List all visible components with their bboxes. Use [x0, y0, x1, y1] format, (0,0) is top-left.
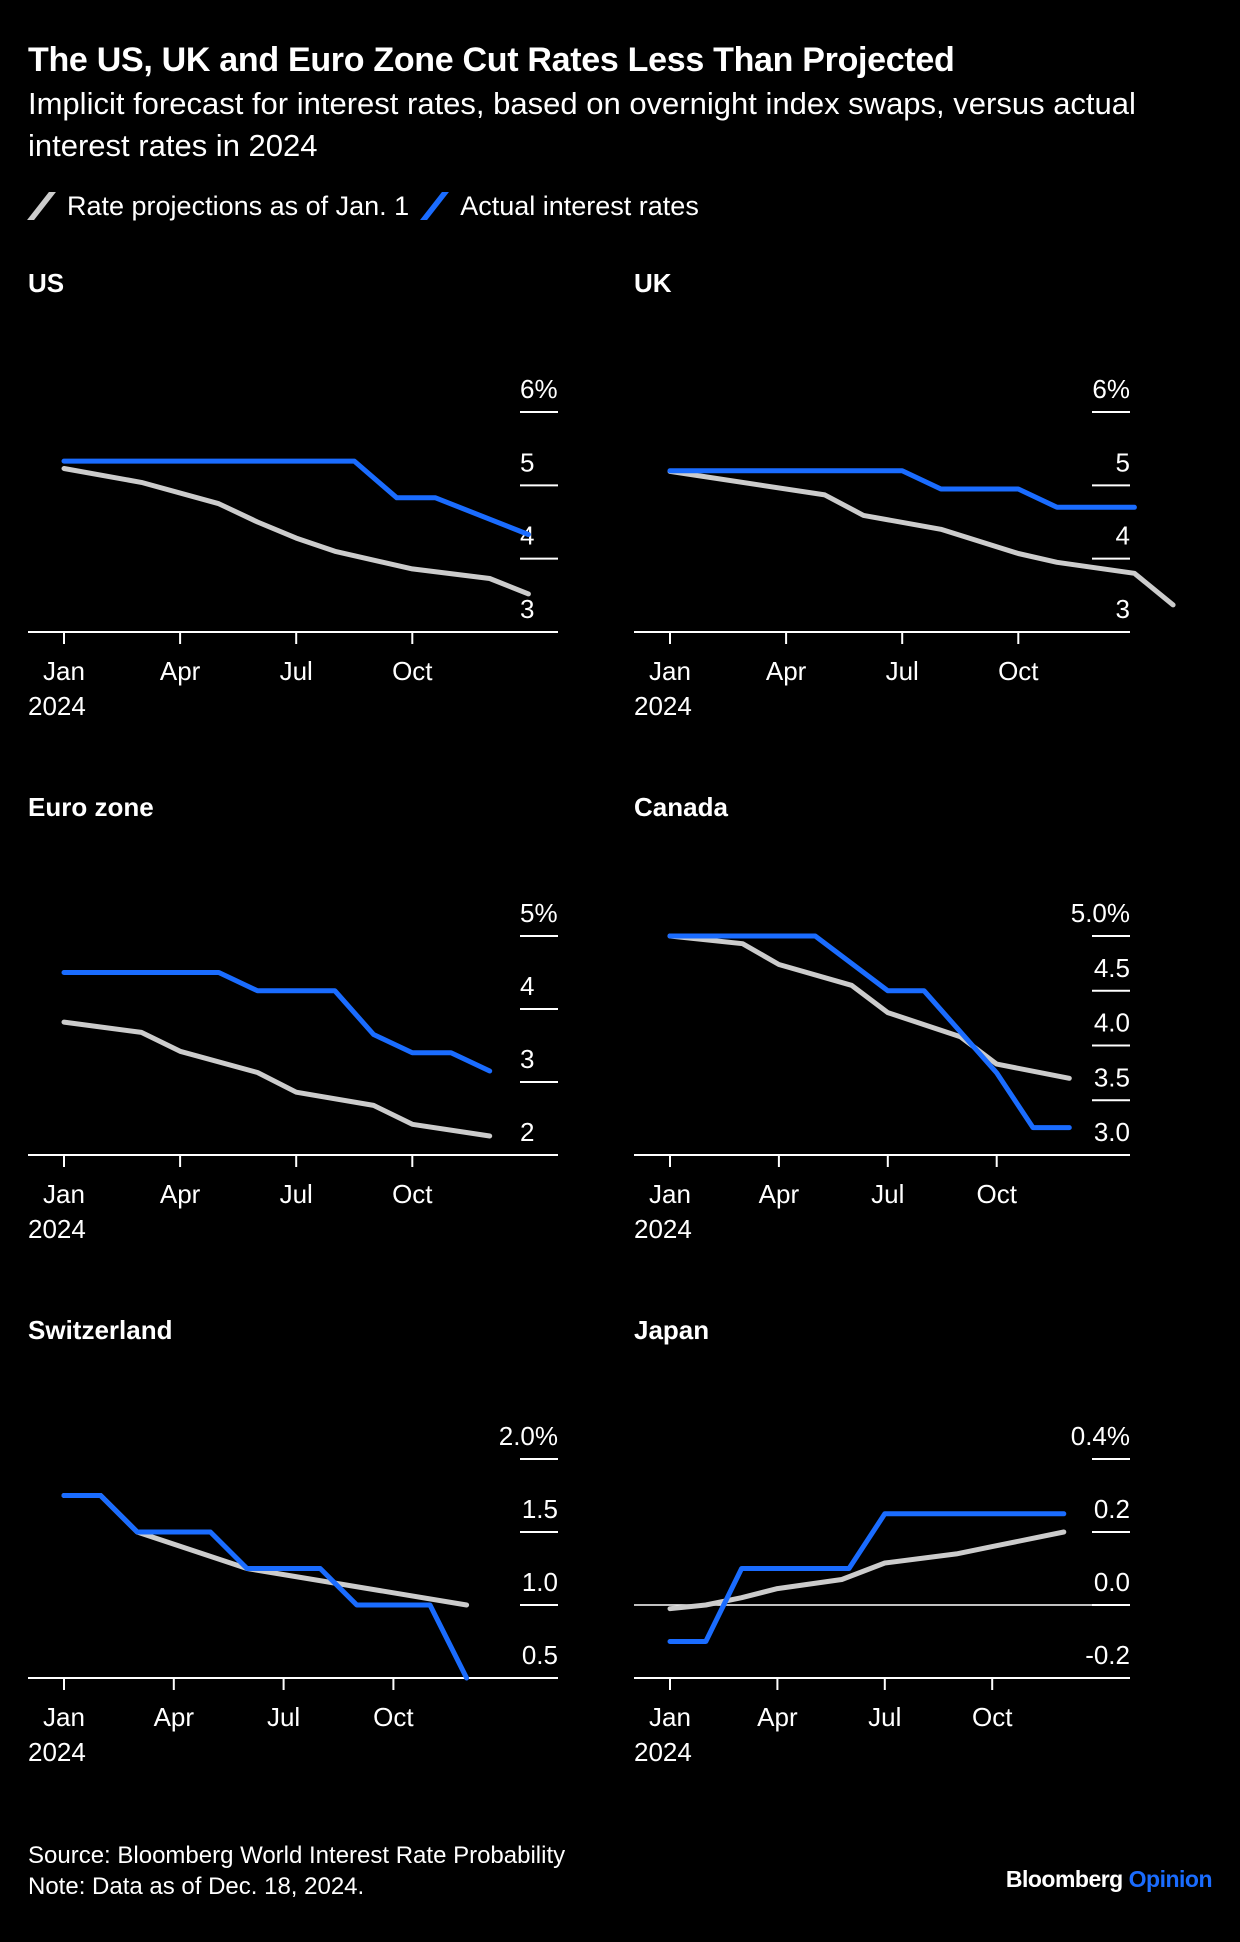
- projection-line: [667, 933, 1072, 1081]
- panel-title: US: [28, 268, 64, 298]
- brand-suffix: Opinion: [1128, 1866, 1213, 1892]
- x-tick-label: Apr: [160, 656, 201, 686]
- y-tick-label: 2.0%: [499, 1421, 558, 1451]
- x-tick-label: Jul: [280, 656, 313, 686]
- actual-line: [667, 933, 1072, 1131]
- x-tick-label: Jan: [649, 656, 691, 686]
- brand-name: Bloomberg: [1005, 1866, 1123, 1892]
- chart-panel-switzerland: Switzerland 2.0% 1.5 1.0 0.5 Jan Apr Jul Oct 2024: [28, 1315, 558, 1767]
- x-tick-label: Apr: [160, 1179, 201, 1209]
- actual-line: [667, 468, 1137, 510]
- x-tick-label: Apr: [154, 1702, 195, 1732]
- actual-line: [61, 1493, 470, 1681]
- y-tick-label: 1.0: [522, 1567, 558, 1597]
- x-tick-label: Apr: [759, 1179, 800, 1209]
- y-tick-label: 4.0: [1094, 1008, 1130, 1038]
- y-tick-label: 3.5: [1094, 1062, 1130, 1092]
- panel-title: UK: [634, 268, 672, 298]
- x-tick-label: Jul: [871, 1179, 904, 1209]
- x-tick-label: Apr: [757, 1702, 798, 1732]
- y-tick-label: 5: [1116, 447, 1130, 477]
- y-tick-label: 6%: [1092, 374, 1130, 404]
- y-tick-label: 0.2: [1094, 1494, 1130, 1524]
- x-tick-label: Jul: [280, 1179, 313, 1209]
- actual-line: [667, 1511, 1067, 1644]
- actual-line: [61, 970, 493, 1074]
- x-year-label: 2024: [28, 691, 86, 721]
- y-tick-label: 4: [520, 971, 534, 1001]
- projection-line: [61, 1493, 470, 1608]
- y-tick-label: 2: [520, 1117, 534, 1147]
- y-tick-label: 3: [1116, 594, 1130, 624]
- chart-panel-euro-zone: Euro zone 5% 4 3 2 Jan Apr Jul Oct 2024: [28, 792, 558, 1244]
- y-tick-label: 1.5: [522, 1494, 558, 1524]
- legend-label-actual: Actual interest rates: [460, 190, 699, 221]
- legend: Rate projections as of Jan. 1 Actual int…: [27, 188, 711, 224]
- x-tick-label: Jan: [43, 1179, 85, 1209]
- actual-line: [61, 458, 531, 537]
- y-tick-label: 0.4%: [1071, 1421, 1130, 1451]
- charts-grid: US 6% 5 4 3 Jan Apr Jul Oct 2024 UK 6% 5 4 3 Jan Apr Jul O…: [28, 268, 1176, 1767]
- x-year-label: 2024: [28, 1737, 86, 1767]
- x-tick-label: Apr: [766, 656, 807, 686]
- x-tick-label: Jan: [43, 656, 85, 686]
- panel-title: Switzerland: [28, 1315, 172, 1345]
- projection-line: [61, 466, 531, 597]
- y-tick-label: 3: [520, 594, 534, 624]
- x-year-label: 2024: [28, 1214, 86, 1244]
- footer: Source: Bloomberg World Interest Rate Pr…: [28, 1840, 565, 1902]
- legend-item-actual: Actual interest rates: [420, 190, 699, 222]
- x-tick-label: Jul: [868, 1702, 901, 1732]
- legend-item-projection: Rate projections as of Jan. 1: [27, 190, 410, 222]
- chart-title: The US, UK and Euro Zone Cut Rates Less …: [28, 41, 955, 79]
- panel-title: Canada: [634, 792, 728, 822]
- bloomberg-opinion-logo: Bloomberg Opinion: [1005, 1866, 1213, 1893]
- x-tick-label: Oct: [392, 1179, 433, 1209]
- legend-label-projection: Rate projections as of Jan. 1: [67, 190, 410, 221]
- x-year-label: 2024: [634, 1737, 692, 1767]
- y-tick-label: 0.0: [1094, 1567, 1130, 1597]
- y-tick-label: 4: [1116, 521, 1130, 551]
- x-tick-label: Oct: [976, 1179, 1017, 1209]
- source-note: Source: Bloomberg World Interest Rate Pr…: [28, 1842, 566, 1869]
- panel-title: Euro zone: [28, 792, 154, 822]
- panel-title: Japan: [634, 1315, 709, 1345]
- y-tick-label: 5%: [520, 898, 558, 928]
- x-tick-label: Oct: [373, 1702, 414, 1732]
- y-tick-label: 6%: [520, 374, 558, 404]
- chart-panel-canada: Canada 5.0% 4.5 4.0 3.5 3.0 Jan Apr Jul Oct 2024: [634, 792, 1130, 1244]
- x-year-label: 2024: [634, 1214, 692, 1244]
- x-tick-label: Jan: [43, 1702, 85, 1732]
- projection-line: [667, 1529, 1067, 1612]
- x-tick-label: Jul: [886, 656, 919, 686]
- chart-subtitle: Implicit forecast for interest rates, ba…: [28, 86, 1136, 163]
- chart-panel-uk: UK 6% 5 4 3 Jan Apr Jul Oct 2024: [634, 268, 1176, 721]
- data-note: Note: Data as of Dec. 18, 2024.: [28, 1873, 365, 1900]
- x-tick-label: Jan: [649, 1179, 691, 1209]
- x-tick-label: Oct: [392, 656, 433, 686]
- projection-line: [61, 1019, 493, 1139]
- projection-line: [667, 468, 1176, 608]
- y-tick-label: 3.0: [1094, 1117, 1130, 1147]
- y-tick-label: 5.0%: [1071, 898, 1130, 928]
- y-tick-label: -0.2: [1085, 1640, 1130, 1670]
- y-tick-label: 5: [520, 447, 534, 477]
- x-year-label: 2024: [634, 691, 692, 721]
- x-tick-label: Oct: [972, 1702, 1013, 1732]
- x-tick-label: Jan: [649, 1702, 691, 1732]
- x-tick-label: Jul: [267, 1702, 300, 1732]
- y-tick-label: 0.5: [522, 1640, 558, 1670]
- y-tick-label: 4.5: [1094, 953, 1130, 983]
- chart-panel-japan: Japan 0.4% 0.2 0.0 -0.2 Jan Apr Jul Oct 2024: [634, 1315, 1130, 1767]
- x-tick-label: Oct: [998, 656, 1039, 686]
- y-tick-label: 3: [520, 1044, 534, 1074]
